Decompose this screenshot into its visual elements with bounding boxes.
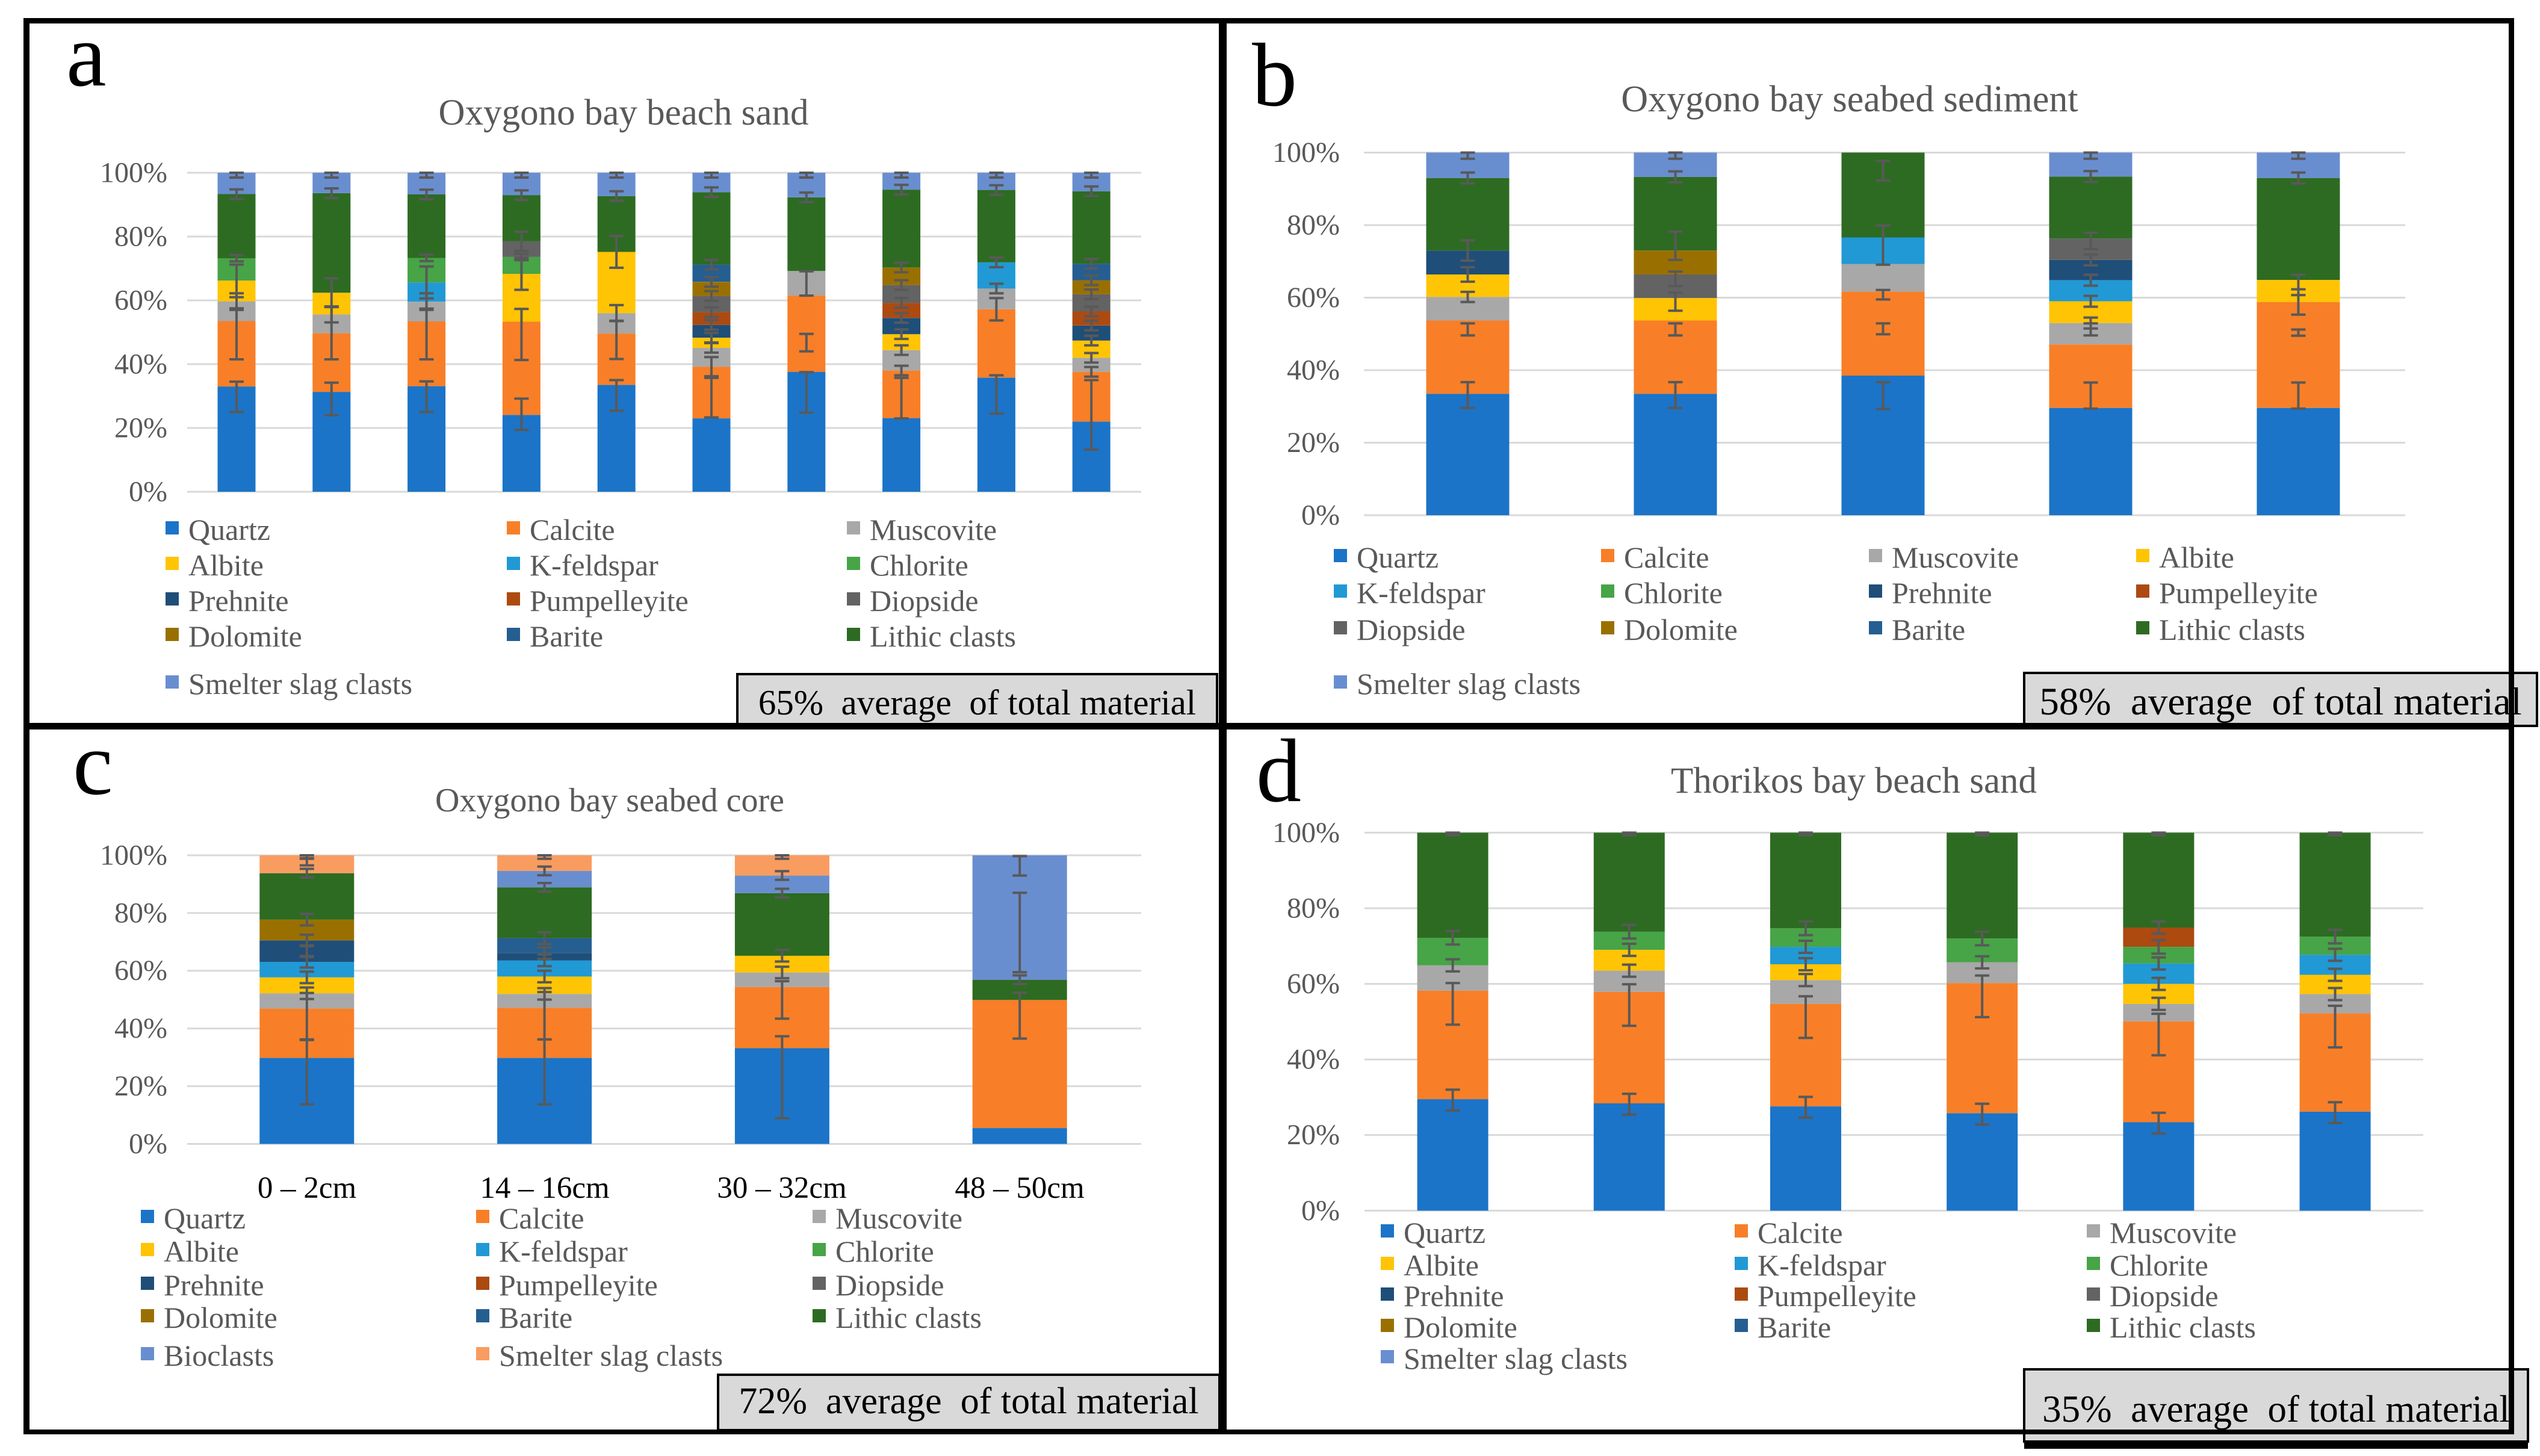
svg-text:Thorikos bay beach sand: Thorikos bay beach sand [1671, 761, 2037, 801]
svg-text:100%: 100% [100, 156, 167, 188]
svg-text:Lithic clasts: Lithic clasts [870, 619, 1016, 653]
svg-text:Muscovite: Muscovite [835, 1201, 962, 1235]
svg-text:Barite: Barite [1758, 1310, 1831, 1344]
svg-text:Quartz: Quartz [1357, 541, 1439, 574]
svg-text:Diopside: Diopside [870, 584, 979, 618]
svg-text:72% average of total materia: 72% average of total material [739, 1381, 1198, 1422]
svg-text:Oxygono bay seabed sediment: Oxygono bay seabed sediment [1621, 79, 2078, 120]
svg-text:Calcite: Calcite [530, 513, 615, 547]
svg-text:100%: 100% [100, 839, 167, 871]
svg-text:80%: 80% [114, 897, 167, 929]
svg-text:Oxygono bay beach sand: Oxygono bay beach sand [439, 93, 809, 133]
svg-text:Dolomite: Dolomite [164, 1301, 277, 1334]
svg-text:100%: 100% [1272, 137, 1340, 169]
svg-text:0%: 0% [1301, 1195, 1340, 1227]
svg-text:20%: 20% [114, 412, 167, 444]
svg-text:20%: 20% [1287, 427, 1340, 459]
svg-text:Pumpelleyite: Pumpelleyite [1758, 1279, 1916, 1313]
svg-text:Lithic clasts: Lithic clasts [2159, 613, 2305, 646]
svg-text:35% average of total materia: 35% average of total material [2042, 1388, 2510, 1430]
svg-text:Barite: Barite [1892, 613, 1965, 646]
svg-text:40%: 40% [114, 348, 167, 380]
svg-text:Smelter slag clasts: Smelter slag clasts [188, 667, 412, 701]
svg-text:20%: 20% [114, 1070, 167, 1102]
svg-text:Prehnite: Prehnite [1404, 1279, 1504, 1313]
svg-text:65% average of total materia: 65% average of total material [758, 683, 1196, 722]
svg-text:Calcite: Calcite [1624, 541, 1709, 574]
svg-text:K-feldspar: K-feldspar [499, 1235, 628, 1268]
svg-text:Pumpelleyite: Pumpelleyite [2159, 576, 2318, 610]
svg-text:Albite: Albite [2159, 541, 2234, 574]
svg-text:Chlorite: Chlorite [835, 1235, 934, 1268]
svg-text:Chlorite: Chlorite [2110, 1248, 2208, 1282]
svg-text:Calcite: Calcite [499, 1201, 584, 1235]
svg-text:Smelter slag clasts: Smelter slag clasts [1404, 1342, 1628, 1375]
svg-text:Albite: Albite [164, 1235, 239, 1268]
svg-text:Smelter slag clasts: Smelter slag clasts [1357, 667, 1581, 701]
svg-text:Muscovite: Muscovite [1892, 541, 2019, 574]
svg-text:Diopside: Diopside [835, 1268, 944, 1302]
svg-text:Oxygono bay seabed core: Oxygono bay seabed core [435, 782, 784, 819]
svg-text:K-feldspar: K-feldspar [1758, 1248, 1886, 1282]
svg-text:Dolomite: Dolomite [1624, 613, 1738, 646]
svg-text:40%: 40% [114, 1012, 167, 1044]
svg-text:60%: 60% [114, 955, 167, 987]
svg-text:Diopside: Diopside [2110, 1279, 2219, 1313]
svg-text:100%: 100% [1272, 817, 1340, 849]
svg-text:K-feldspar: K-feldspar [530, 548, 658, 582]
svg-text:Muscovite: Muscovite [2110, 1216, 2237, 1250]
svg-text:c: c [73, 714, 113, 814]
svg-text:80%: 80% [1287, 892, 1340, 924]
svg-text:Muscovite: Muscovite [870, 513, 997, 547]
svg-text:Chlorite: Chlorite [870, 548, 968, 582]
svg-text:48 – 50cm: 48 – 50cm [955, 1171, 1084, 1205]
svg-text:60%: 60% [1287, 282, 1340, 314]
svg-text:Quartz: Quartz [164, 1201, 246, 1235]
svg-text:Dolomite: Dolomite [1404, 1310, 1517, 1344]
svg-text:Pumpelleyite: Pumpelleyite [530, 584, 689, 618]
svg-text:Barite: Barite [530, 619, 603, 653]
svg-text:40%: 40% [1287, 1044, 1340, 1076]
svg-text:Pumpelleyite: Pumpelleyite [499, 1268, 658, 1302]
svg-text:Barite: Barite [499, 1301, 572, 1334]
svg-text:Calcite: Calcite [1758, 1216, 1843, 1250]
svg-text:58% average of total materia: 58% average of total material [2039, 680, 2521, 723]
svg-text:30 – 32cm: 30 – 32cm [717, 1171, 846, 1205]
svg-text:20%: 20% [1287, 1119, 1340, 1151]
svg-text:Smelter slag clasts: Smelter slag clasts [499, 1339, 723, 1372]
svg-text:K-feldspar: K-feldspar [1357, 576, 1485, 610]
svg-text:0%: 0% [129, 476, 167, 507]
svg-text:Quartz: Quartz [1404, 1216, 1485, 1250]
svg-text:Diopside: Diopside [1357, 613, 1466, 646]
svg-text:b: b [1252, 25, 1297, 125]
svg-text:Prehnite: Prehnite [1892, 576, 1992, 610]
svg-text:0%: 0% [129, 1128, 167, 1160]
svg-text:d: d [1256, 721, 1301, 821]
svg-text:40%: 40% [1287, 354, 1340, 386]
svg-text:80%: 80% [1287, 209, 1340, 241]
svg-text:0 – 2cm: 0 – 2cm [258, 1171, 356, 1205]
svg-text:Chlorite: Chlorite [1624, 576, 1723, 610]
svg-text:Prehnite: Prehnite [188, 584, 289, 618]
svg-text:Bioclasts: Bioclasts [164, 1339, 274, 1372]
svg-text:Lithic clasts: Lithic clasts [2110, 1310, 2256, 1344]
svg-text:Albite: Albite [1404, 1248, 1479, 1282]
svg-text:80%: 80% [114, 220, 167, 252]
svg-text:Prehnite: Prehnite [164, 1268, 264, 1302]
svg-text:Dolomite: Dolomite [188, 619, 302, 653]
svg-text:60%: 60% [1287, 968, 1340, 1000]
svg-text:Albite: Albite [188, 548, 264, 582]
svg-text:0%: 0% [1301, 499, 1340, 531]
svg-text:Lithic clasts: Lithic clasts [835, 1301, 982, 1334]
svg-text:14 – 16cm: 14 – 16cm [480, 1171, 609, 1205]
svg-text:Quartz: Quartz [188, 513, 270, 547]
svg-text:60%: 60% [114, 284, 167, 316]
